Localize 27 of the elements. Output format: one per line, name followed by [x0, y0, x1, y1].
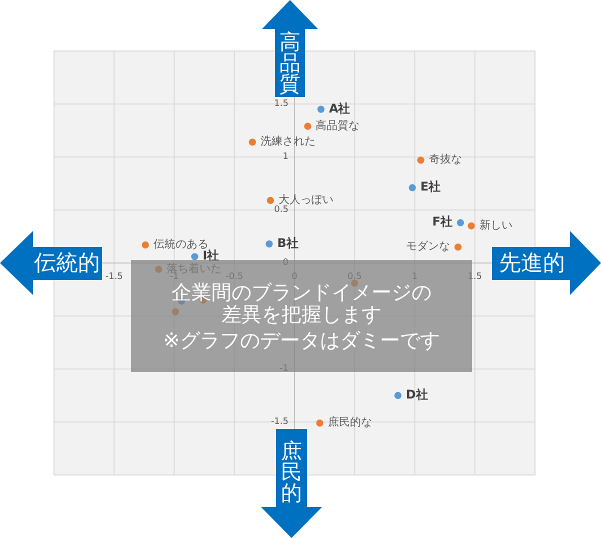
- annotation: 庶民的: [281, 439, 302, 506]
- data-label: 伝統のある: [153, 237, 208, 250]
- annotation: 伝統的: [34, 251, 100, 276]
- y-tick-label: -1.5: [270, 417, 288, 427]
- y-tick-label: 0.5: [274, 205, 288, 215]
- annotation: ※グラフのデータはダミーです: [163, 328, 440, 352]
- data-label: 庶民的な: [328, 416, 372, 429]
- data-label: 大人っぽい: [278, 192, 334, 206]
- annotation: 企業間のブランドイメージの差異を把握します: [170, 280, 432, 326]
- annotation: 先進的: [499, 251, 565, 276]
- data-label: 高品質な: [316, 118, 360, 132]
- data-label: A社: [328, 101, 350, 116]
- data-label: 洗練された: [260, 134, 316, 148]
- data-label: 奇抜な: [428, 152, 462, 166]
- data-label: I社: [202, 248, 220, 263]
- y-tick-label: 1.5: [274, 99, 288, 109]
- data-label: D社: [406, 388, 428, 402]
- data-label: F社: [432, 214, 452, 229]
- y-tick-label: 1: [282, 152, 288, 162]
- data-label: モダンな: [406, 240, 450, 253]
- data-label: E社: [420, 180, 441, 194]
- x-tick-label: -1.5: [105, 272, 123, 282]
- annotation: 高品質: [280, 30, 300, 96]
- y-tick-label: 0: [282, 258, 289, 268]
- data-label: B社: [277, 236, 298, 250]
- data-label: 新しい: [479, 218, 512, 232]
- x-tick-label: 1.5: [468, 272, 482, 282]
